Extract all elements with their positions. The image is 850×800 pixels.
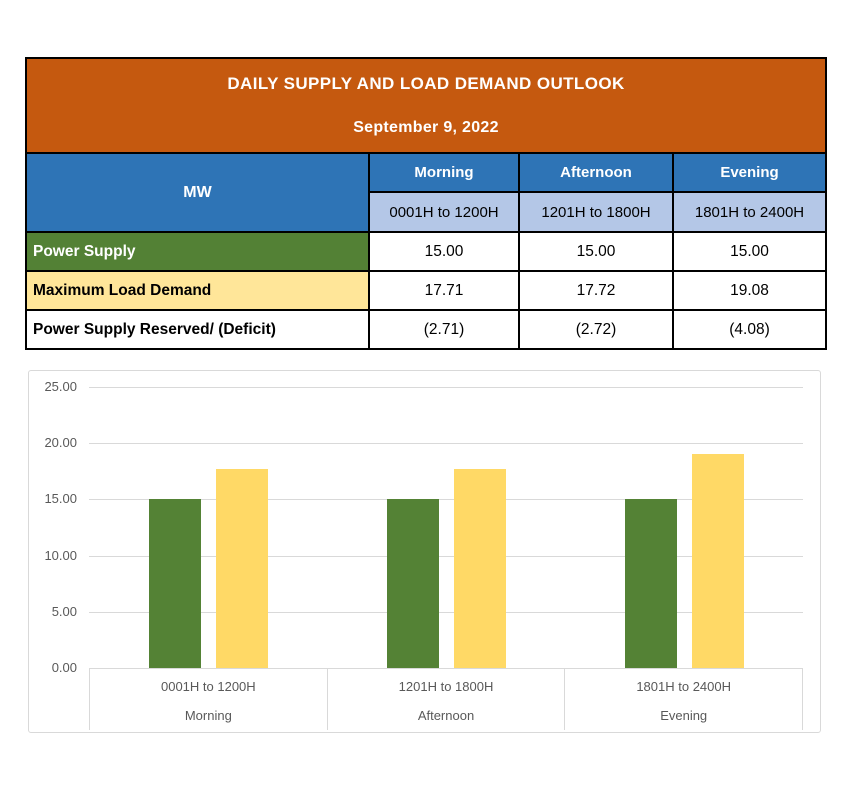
report-title: DAILY SUPPLY AND LOAD DEMAND OUTLOOK <box>227 74 625 93</box>
row-label-power-supply: Power Supply <box>25 231 370 272</box>
y-axis-tick-label: 20.00 <box>44 435 77 451</box>
max-load-morning-value: 17.71 <box>368 270 520 311</box>
gridline <box>89 499 803 501</box>
bar-maximum-load-demand-0 <box>215 468 268 668</box>
row-label-reserve-deficit: Power Supply Reserved/ (Deficit) <box>25 309 370 350</box>
x-axis-category-0: 0001H to 1200H Morning <box>90 669 328 730</box>
x-axis-period-label: Evening <box>660 708 708 723</box>
gridline <box>89 387 803 388</box>
y-axis-tick-label: 25.00 <box>44 379 77 394</box>
y-axis-tick-label: 0.00 <box>51 660 77 675</box>
bar-power-supply-0 <box>148 499 201 668</box>
x-axis-range-label: 1801H to 2400H <box>636 679 732 694</box>
unit-header-cell: MW <box>25 152 370 233</box>
gridline <box>89 555 803 557</box>
bar-power-supply-2 <box>624 499 677 668</box>
reserve-morning-value: (2.71) <box>368 309 520 350</box>
max-load-evening-value: 19.08 <box>671 270 828 311</box>
x-axis-category-2: 1801H to 2400H Evening <box>565 669 804 730</box>
chart-plot-area <box>89 387 803 668</box>
chart-y-axis: 0.00 5.00 10.00 15.00 20.00 25.00 <box>29 371 77 732</box>
x-axis-range-label: 1201H to 1800H <box>398 679 494 694</box>
power-supply-afternoon-value: 15.00 <box>518 231 674 272</box>
time-range-afternoon: 1201H to 1800H <box>518 191 674 233</box>
y-axis-tick-label: 5.00 <box>51 603 77 619</box>
row-label-max-load-demand: Maximum Load Demand <box>25 270 370 311</box>
x-axis-category-1: 1201H to 1800H Afternoon <box>328 669 566 730</box>
table-title-band: DAILY SUPPLY AND LOAD DEMAND OUTLOOK Sep… <box>24 57 828 154</box>
y-axis-tick-label: 15.00 <box>44 491 77 507</box>
y-axis-tick-label: 10.00 <box>44 547 77 563</box>
table-row: Power Supply Reserved/ (Deficit) (2.71) … <box>25 309 828 350</box>
chart-x-axis: 0001H to 1200H Morning 1201H to 1800H After… <box>89 668 804 730</box>
reserve-evening-value: (4.08) <box>671 309 828 350</box>
reserve-afternoon-value: (2.72) <box>518 309 674 350</box>
table-row: Maximum Load Demand 17.71 17.72 19.08 <box>25 270 828 311</box>
bar-maximum-load-demand-2 <box>691 453 744 668</box>
supply-demand-table: DAILY SUPPLY AND LOAD DEMAND OUTLOOK Sep… <box>24 57 828 350</box>
column-header-morning: Morning <box>368 152 520 193</box>
power-supply-morning-value: 15.00 <box>368 231 520 272</box>
x-axis-period-label: Afternoon <box>417 708 475 723</box>
bar-chart: 0.00 5.00 10.00 15.00 20.00 25.00 0001H to 12… <box>28 370 821 733</box>
max-load-afternoon-value: 17.72 <box>518 270 674 311</box>
column-header-afternoon: Afternoon <box>518 152 674 193</box>
time-range-morning: 0001H to 1200H <box>368 191 520 233</box>
table-row: Power Supply 15.00 15.00 15.00 <box>25 231 828 272</box>
gridline <box>89 443 803 445</box>
report-date: September 9, 2022 <box>353 119 499 136</box>
power-supply-evening-value: 15.00 <box>671 231 828 272</box>
x-axis-range-label: 0001H to 1200H <box>160 679 256 694</box>
bar-maximum-load-demand-1 <box>453 468 506 668</box>
gridline <box>89 611 803 613</box>
column-header-evening: Evening <box>671 152 828 193</box>
bar-power-supply-1 <box>386 499 439 668</box>
time-range-evening: 1801H to 2400H <box>671 191 828 233</box>
x-axis-period-label: Morning <box>184 708 232 723</box>
